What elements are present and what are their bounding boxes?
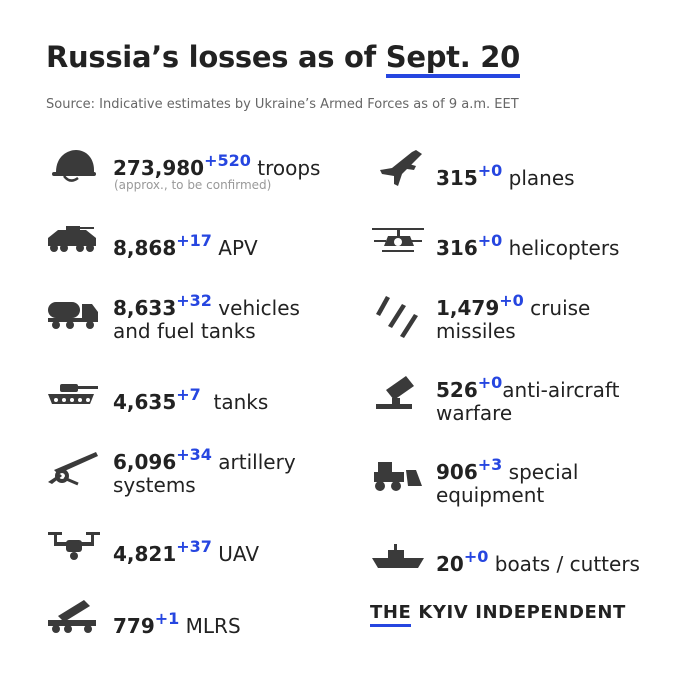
cruise-stat: 1,479+0 cruise bbox=[436, 286, 590, 323]
page-title: Russia’s losses as of Sept. 20 bbox=[46, 40, 520, 78]
helicopters-stat: 316+0 helicopters bbox=[436, 226, 619, 263]
antiair-delta: +0 bbox=[477, 373, 503, 392]
cruise-delta: +0 bbox=[499, 291, 524, 310]
uav-stat: 4,821+37 UAV bbox=[113, 532, 259, 569]
boats-delta: +0 bbox=[463, 547, 489, 566]
tanks-label: tanks bbox=[213, 390, 269, 414]
artillery-stat: 6,096+34 artillery bbox=[113, 440, 296, 477]
vehicles-value: 8,633 bbox=[113, 296, 177, 320]
apv-delta: +17 bbox=[176, 231, 212, 250]
apv-label: APV bbox=[218, 236, 258, 260]
source-note: Source: Indicative estimates by Ukraine’… bbox=[46, 97, 519, 112]
special-label: special bbox=[508, 460, 579, 484]
tanks-stat: 4,635+7 tanks bbox=[113, 380, 268, 417]
jet-icon bbox=[372, 148, 428, 188]
apv-icon bbox=[44, 222, 100, 262]
tanks-delta: +7 bbox=[176, 385, 201, 404]
artillery-icon bbox=[44, 448, 100, 488]
tank-icon bbox=[44, 376, 100, 416]
artillery-delta: +34 bbox=[176, 445, 212, 464]
kyiv-independent-logo: THE KYIV INDEPENDENT bbox=[370, 602, 626, 627]
uav-value: 4,821 bbox=[113, 542, 177, 566]
antiair-stat: 526+0anti-aircraft bbox=[436, 368, 619, 405]
helicopter-icon bbox=[370, 222, 426, 262]
antiair-label: anti-aircraft bbox=[502, 378, 620, 402]
apv-value: 8,868 bbox=[113, 236, 177, 260]
planes-stat: 315+0 planes bbox=[436, 156, 575, 193]
cruise-value: 1,479 bbox=[436, 296, 500, 320]
artillery-label-2: systems bbox=[113, 473, 196, 497]
special-stat: 906+3 special bbox=[436, 450, 578, 487]
boats-value: 20 bbox=[436, 552, 464, 576]
troops-delta: +520 bbox=[204, 151, 251, 170]
helicopters-value: 316 bbox=[436, 236, 478, 260]
troops-value: 273,980 bbox=[113, 156, 205, 180]
artillery-value: 6,096 bbox=[113, 450, 177, 474]
vehicles-label-2: and fuel tanks bbox=[113, 319, 256, 343]
vehicles-label: vehicles bbox=[218, 296, 300, 320]
boats-stat: 20+0 boats / cutters bbox=[436, 542, 640, 579]
helicopters-delta: +0 bbox=[477, 231, 503, 250]
special-label-2: equipment bbox=[436, 483, 545, 507]
mlrs-stat: 779+1 MLRS bbox=[113, 604, 241, 641]
title-main: Russia’s losses as of bbox=[46, 40, 386, 74]
mlrs-value: 779 bbox=[113, 614, 155, 638]
special-delta: +3 bbox=[477, 455, 503, 474]
vehicles-delta: +32 bbox=[176, 291, 212, 310]
cruise-label-2: missiles bbox=[436, 319, 516, 343]
logo-name: KYIV INDEPENDENT bbox=[418, 602, 626, 623]
missiles-icon bbox=[372, 292, 420, 338]
bulldozer-icon bbox=[370, 456, 426, 496]
title-date: Sept. 20 bbox=[385, 40, 520, 78]
antiair-value: 526 bbox=[436, 378, 478, 402]
helmet-icon bbox=[46, 146, 102, 186]
vehicles-stat: 8,633+32 vehicles bbox=[113, 286, 300, 323]
cruise-label: cruise bbox=[530, 296, 591, 320]
uav-delta: +37 bbox=[176, 537, 212, 556]
planes-value: 315 bbox=[436, 166, 478, 190]
boats-label: boats / cutters bbox=[494, 552, 640, 576]
anti-aircraft-icon bbox=[372, 372, 428, 412]
tanks-value: 4,635 bbox=[113, 390, 177, 414]
mlrs-label: MLRS bbox=[185, 614, 241, 638]
planes-delta: +0 bbox=[477, 161, 503, 180]
drone-icon bbox=[46, 526, 102, 566]
planes-label: planes bbox=[508, 166, 575, 190]
troops-label: troops bbox=[257, 156, 321, 180]
artillery-label: artillery bbox=[218, 450, 296, 474]
logo-the: THE bbox=[370, 602, 412, 627]
fuel-truck-icon bbox=[44, 294, 100, 334]
uav-label: UAV bbox=[218, 542, 260, 566]
antiair-label-2: warfare bbox=[436, 401, 513, 425]
helicopters-label: helicopters bbox=[508, 236, 620, 260]
troops-stat: 273,980+520 troops bbox=[113, 146, 320, 183]
special-value: 906 bbox=[436, 460, 478, 484]
mlrs-icon bbox=[44, 596, 100, 636]
apv-stat: 8,868+17 APV bbox=[113, 226, 258, 263]
mlrs-delta: +1 bbox=[154, 609, 180, 628]
boat-icon bbox=[370, 538, 426, 578]
troops-note: (approx., to be confirmed) bbox=[114, 178, 272, 192]
